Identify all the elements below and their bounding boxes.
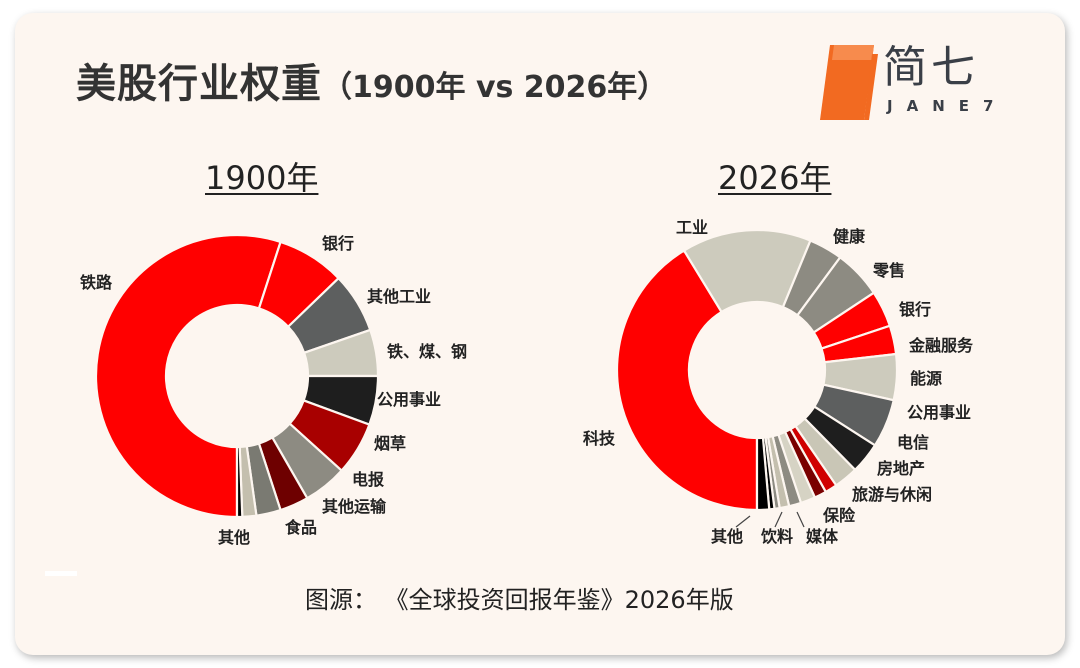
jane7-logo-icon — [820, 45, 878, 120]
slice-label: 科技 — [583, 429, 616, 448]
slice-label: 健康 — [833, 227, 866, 246]
slice-label: 铁路 — [80, 273, 113, 292]
slice-label: 电报 — [352, 470, 384, 489]
slice-label: 房地产 — [877, 459, 925, 478]
donut-slice-其他 — [235, 445, 244, 519]
page-title: 美股行业权重（1900年 vs 2026年） — [76, 60, 667, 112]
leader-line — [774, 511, 783, 528]
slice-label: 铁、煤、钢 — [387, 342, 467, 361]
donut-slice-铁路 — [94, 233, 282, 519]
decorative-bar — [45, 571, 77, 576]
slice-label: 其他工业 — [367, 287, 431, 306]
donut-slice-科技 — [615, 248, 759, 512]
slice-label: 旅游与休闲 — [852, 485, 932, 504]
leader-line — [796, 511, 805, 528]
slice-label: 保险 — [822, 506, 856, 525]
slice-label: 媒体 — [806, 527, 839, 546]
slice-label: 其他 — [218, 528, 250, 547]
logo-text-cn: 简七 — [883, 42, 979, 93]
slice-label: 烟草 — [374, 434, 406, 453]
title-main: 美股行业权重 — [76, 61, 322, 107]
leader-line — [735, 515, 751, 528]
logo-text-en: JANE7 — [887, 97, 1008, 115]
donut-slice-其他 — [755, 436, 771, 512]
slice-label: 工业 — [676, 218, 708, 237]
chart-title-2026: 2026年 — [718, 159, 832, 197]
slice-label: 公用事业 — [377, 390, 441, 409]
slice-label: 能源 — [910, 369, 942, 388]
slice-label: 食品 — [284, 518, 317, 537]
slice-label: 电信 — [897, 433, 929, 452]
slice-label: 银行 — [322, 234, 354, 253]
slice-label: 银行 — [899, 300, 931, 319]
source-caption: 图源： 《全球投资回报年鉴》2026年版 — [305, 586, 734, 614]
slice-label: 零售 — [872, 261, 905, 280]
slice-label: 金融服务 — [908, 336, 974, 355]
title-subtitle: （1900年 vs 2026年） — [322, 70, 668, 105]
slice-label: 饮料 — [760, 527, 793, 546]
slice-label: 公用事业 — [907, 403, 971, 422]
chart-title-1900: 1900年 — [205, 159, 319, 197]
slice-label: 其他 — [711, 527, 743, 546]
slice-label: 其他运输 — [322, 497, 387, 516]
